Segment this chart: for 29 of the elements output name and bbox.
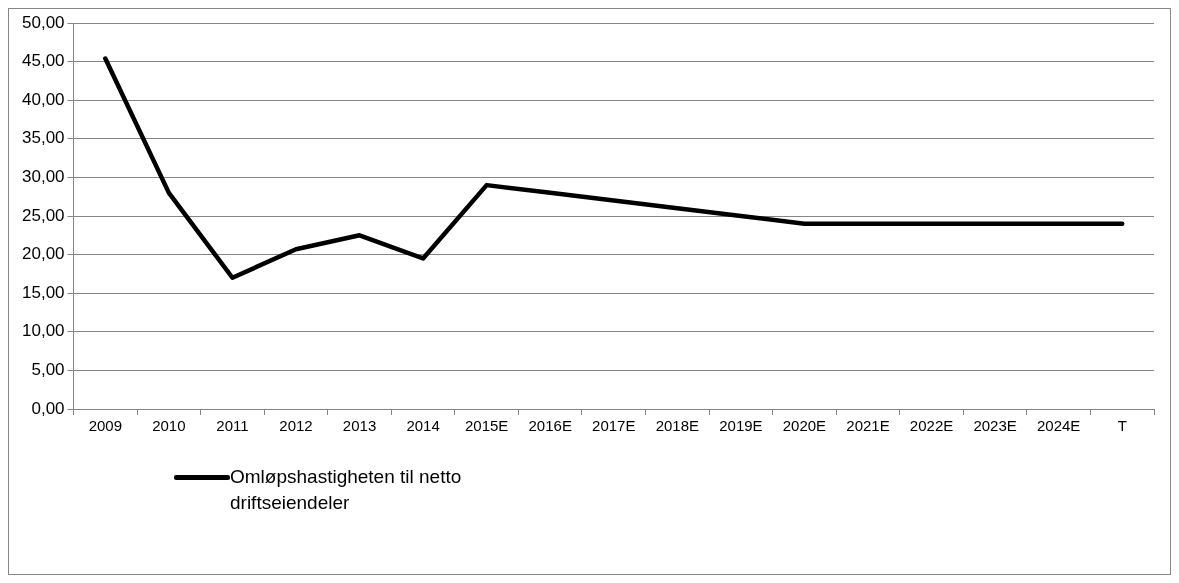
x-tick-label: 2020E [782,417,827,435]
y-tick-label: 50,00 [21,12,65,32]
x-tick-label: 2009 [88,417,123,435]
y-tick-label: 35,00 [21,128,65,148]
x-tick-label: 2015E [464,417,509,435]
x-tick-label: 2012 [279,417,313,435]
x-tick-label: 2013 [342,417,377,435]
legend-label: Omløpshastigheten til netto driftseiendeler [230,465,463,515]
x-tick-label: 2024E [1036,417,1081,435]
y-tick-label: 10,00 [21,321,65,341]
y-tick-label: 15,00 [21,282,65,302]
x-tick-label: 2019E [719,417,763,435]
x-tick-label: 2017E [592,417,636,435]
y-tick-label: 0,00 [31,398,65,418]
x-tick-label: T [1117,417,1127,435]
x-tick-label: 2010 [152,417,186,435]
x-tick-label: 2014 [406,417,440,435]
y-tick-label: 5,00 [31,360,65,380]
y-tick-label: 30,00 [21,167,65,187]
y-tick-label: 45,00 [21,51,65,71]
y-tick-label: 25,00 [21,205,65,225]
y-tick-label: 20,00 [21,244,65,264]
x-tick-label: 2011 [216,417,249,435]
x-tick-label: 2018E [655,417,700,435]
x-tick-label: 2021E [846,417,890,435]
x-tick-label: 2016E [528,417,572,435]
x-tick-label: 2022E [909,417,954,435]
y-tick-label: 40,00 [21,89,65,109]
x-tick-label: 2023E [973,417,1017,435]
